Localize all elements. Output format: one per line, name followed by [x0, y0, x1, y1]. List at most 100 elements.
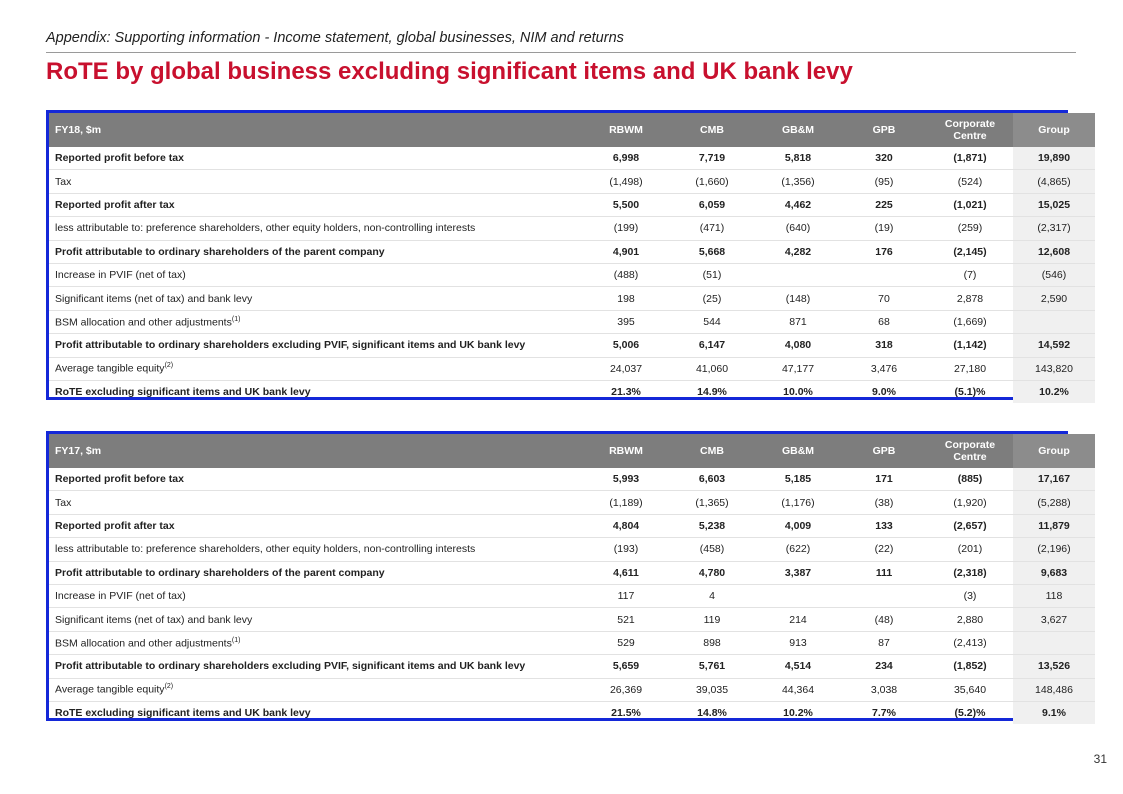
table-cell: 214	[789, 613, 807, 626]
row-label-text: less attributable to: preference shareho…	[55, 222, 476, 235]
table-row: Average tangible equity(2) 26,369 39,035 44…	[49, 678, 1095, 702]
table-cell: 898	[703, 636, 721, 649]
table-cell: (3)	[963, 590, 977, 603]
table-row: Profit attributable to ordinary sharehol…	[49, 333, 1095, 358]
table-cell: 2,590	[1013, 286, 1095, 311]
table-cell: 17,167	[1013, 468, 1095, 491]
table-cell: 4,009	[784, 519, 812, 532]
table-cell: (2,413)	[953, 636, 987, 649]
section-subtitle: Appendix: Supporting information - Incom…	[46, 30, 624, 46]
table-cell: 2,880	[956, 613, 984, 626]
table-cell: 3,387	[784, 566, 812, 579]
table-cell: (2,318)	[953, 566, 987, 579]
row-label-text: Tax	[55, 496, 72, 509]
column-header: GB&M	[781, 124, 815, 136]
table-cell: 4,080	[784, 339, 812, 352]
table-cell: (51)	[702, 269, 722, 282]
table-cell: 10.2%	[1013, 380, 1095, 404]
table-cell: 544	[703, 315, 721, 328]
table-row: BSM allocation and other adjustments(1) 3…	[49, 310, 1095, 334]
table-cell: 118	[1013, 584, 1095, 608]
row-label-text: Increase in PVIF (net of tax)	[55, 269, 186, 282]
table-cell: 9.1%	[1013, 701, 1095, 725]
table-cell: 6,147	[698, 339, 726, 352]
row-label: RoTE excluding significant items and UK …	[49, 701, 583, 724]
table-cell: 9,683	[1013, 561, 1095, 585]
table-cell: 3,627	[1013, 607, 1095, 632]
table-cell: 44,364	[781, 683, 815, 696]
table-cell: 10.2%	[783, 707, 813, 720]
table-cell: 10.0%	[783, 386, 813, 399]
row-label-text: Significant items (net of tax) and bank …	[55, 292, 253, 305]
table-cell: (201)	[957, 543, 983, 556]
row-label: Reported profit after tax	[49, 514, 583, 537]
table-cell: (38)	[874, 496, 894, 509]
table-cell: 4,611	[613, 566, 639, 579]
table-cell: (885)	[957, 473, 983, 486]
row-label: Average tangible equity(2)	[49, 357, 583, 380]
row-label-text: BSM allocation and other adjustments	[55, 316, 232, 329]
table-cell: 15,025	[1013, 193, 1095, 217]
table-cell: 871	[789, 315, 807, 328]
table-cell: (25)	[702, 292, 722, 305]
table-cell: 87	[878, 636, 890, 649]
table-cell: 13,526	[1013, 654, 1095, 679]
table-cell: 70	[878, 292, 890, 305]
table-cell: 318	[875, 339, 893, 352]
row-label: Average tangible equity(2)	[49, 678, 583, 701]
table-cell: (1,176)	[781, 496, 815, 509]
table-cell: 225	[875, 198, 893, 211]
table-cell: (19)	[874, 222, 894, 235]
table-cell: 5,659	[612, 660, 640, 673]
table-cell: (640)	[785, 222, 811, 235]
table-cell: (1,871)	[953, 152, 987, 165]
table-row: Profit attributable to ordinary sharehol…	[49, 654, 1095, 679]
table-cell: (1,142)	[953, 339, 987, 352]
table-cell: (2,196)	[1013, 537, 1095, 562]
column-header: GPB	[872, 124, 896, 136]
row-label: Profit attributable to ordinary sharehol…	[49, 334, 583, 357]
header-rule	[46, 52, 1076, 53]
table-cell: 7,719	[698, 152, 726, 165]
table-cell: 4,901	[612, 245, 640, 258]
table-cell: 5,185	[784, 473, 812, 486]
row-label-text: Reported profit before tax	[55, 152, 184, 165]
table-cell: (524)	[957, 175, 983, 188]
table-cell: (2,657)	[953, 519, 987, 532]
column-header: RBWM	[609, 445, 643, 457]
table-row: Tax (1,498) (1,660) (1,356) (95) (524) (4,865)	[49, 169, 1095, 194]
table-row: Tax (1,189) (1,365) (1,176) (38) (1,920) (5,28…	[49, 490, 1095, 515]
table-row: Significant items (net of tax) and bank …	[49, 607, 1095, 632]
table-cell: 19,890	[1013, 147, 1095, 170]
table-cell: (2,317)	[1013, 216, 1095, 241]
row-label: Reported profit after tax	[49, 193, 583, 216]
column-header: Corporate Centre	[944, 439, 996, 463]
period-label: FY17, $m	[55, 445, 102, 457]
column-header: CMB	[700, 124, 724, 136]
row-label: Tax	[49, 170, 583, 193]
table-cell: 3,476	[870, 362, 898, 375]
table-cell	[841, 263, 927, 286]
column-header: GPB	[872, 445, 896, 457]
table-cell: 111	[875, 566, 893, 579]
row-label-text: Reported profit after tax	[55, 198, 175, 211]
table-cell: 2,878	[956, 292, 984, 305]
table-cell: 47,177	[781, 362, 815, 375]
table-cell: 171	[875, 473, 893, 486]
table-fy17-panel: FY17, $m RBWM CMB GB&M GPB Corporate Centre Gr…	[46, 431, 1095, 725]
table-cell: 320	[875, 152, 893, 165]
table-row: Significant items (net of tax) and bank …	[49, 286, 1095, 311]
row-label-text: RoTE excluding significant items and UK …	[55, 386, 311, 399]
table-cell: (5.1)%	[954, 386, 986, 399]
table-cell: 5,818	[784, 152, 812, 165]
row-label-text: less attributable to: preference shareho…	[55, 543, 476, 556]
row-label: less attributable to: preference shareho…	[49, 538, 583, 561]
table-cell: 41,060	[695, 362, 729, 375]
table-cell: 521	[617, 613, 635, 626]
table-cell: 27,180	[953, 362, 987, 375]
table-row: Increase in PVIF (net of tax) (488) (51) (7…	[49, 263, 1095, 287]
column-header: RBWM	[609, 124, 643, 136]
table-cell: (95)	[874, 175, 894, 188]
column-header: GB&M	[781, 445, 815, 457]
table-row: RoTE excluding significant items and UK …	[49, 380, 1095, 404]
